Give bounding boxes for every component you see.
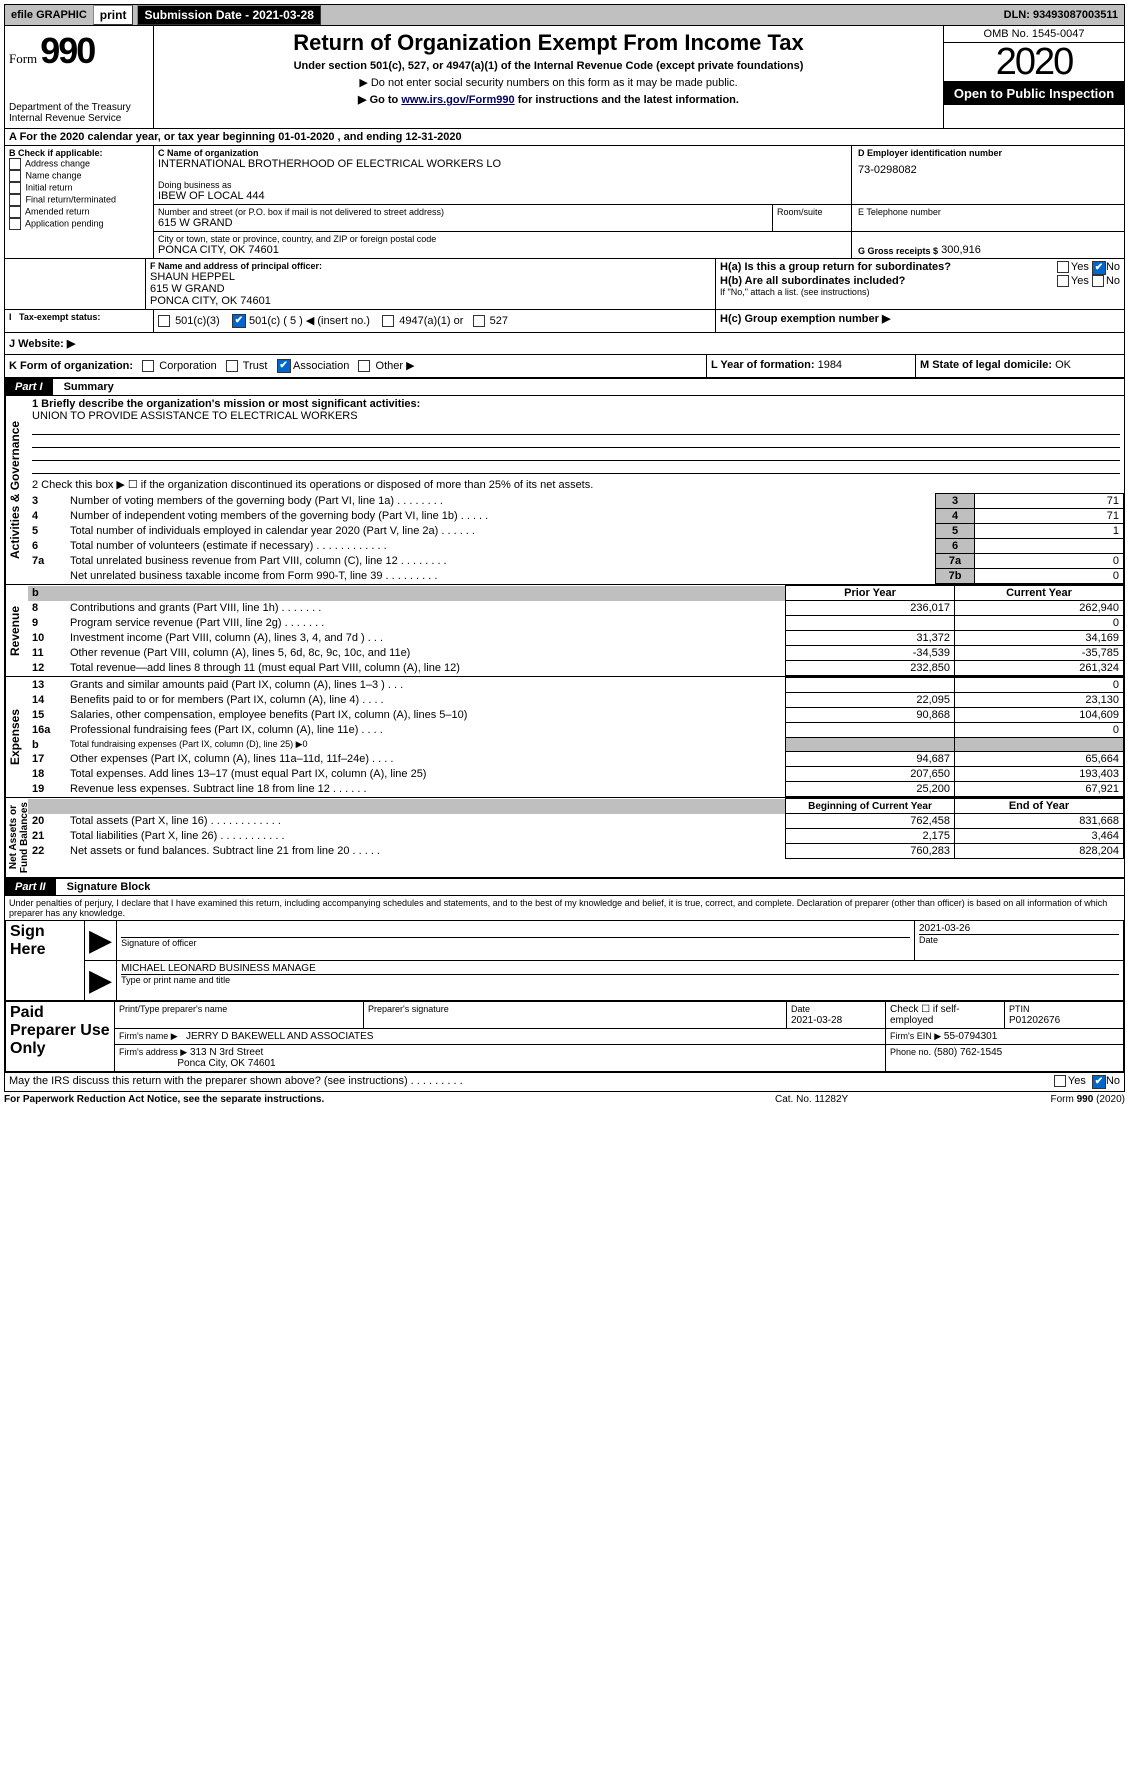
checkbox-amended-return[interactable]: Amended return (9, 206, 149, 218)
box-b: B Check if applicable: Address change Na… (5, 146, 154, 258)
dept-label: Department of the Treasury Internal Reve… (9, 102, 149, 124)
vlabel-revenue: Revenue (5, 585, 28, 676)
print-button[interactable]: print (93, 5, 134, 25)
part2-title: Signature Block (59, 881, 151, 893)
efile-label: efile GRAPHIC (5, 7, 93, 23)
box-k: K Form of organization: Corporation Trus… (5, 355, 706, 377)
submission-date-chip: Submission Date - 2021-03-28 (137, 5, 320, 25)
city: PONCA CITY, OK 74601 (158, 244, 847, 256)
irs-link[interactable]: www.irs.gov/Form990 (401, 94, 514, 106)
ha-no[interactable]: ✔ (1092, 261, 1106, 275)
hb-no[interactable] (1092, 275, 1104, 287)
sign-block: Sign Here ▶ Signature of officer 2021-03… (5, 920, 1124, 1001)
top-toolbar: efile GRAPHIC print Submission Date - 20… (4, 4, 1125, 26)
box-f: F Name and address of principal officer:… (146, 259, 716, 309)
part1-header: Part I (5, 379, 53, 395)
ssn-note: ▶ Do not enter social security numbers o… (158, 76, 939, 89)
revenue-table: bPrior YearCurrent Year8Contributions an… (28, 585, 1124, 676)
mission-text: UNION TO PROVIDE ASSISTANCE TO ELECTRICA… (32, 410, 358, 422)
org-name: INTERNATIONAL BROTHERHOOD OF ELECTRICAL … (158, 158, 847, 170)
netassets-table: Beginning of Current YearEnd of Year20To… (28, 798, 1124, 859)
dln-label: DLN: 93493087003511 (998, 7, 1124, 23)
form-header: Form 990 Department of the Treasury Inte… (5, 26, 1124, 129)
checkbox-initial-return[interactable]: Initial return (9, 182, 149, 194)
paid-preparer-block: Paid Preparer Use Only Print/Type prepar… (5, 1001, 1124, 1072)
phone: (580) 762-1545 (934, 1047, 1002, 1058)
open-inspection: Open to Public Inspection (944, 82, 1124, 105)
tax-exempt-options: 501(c)(3) ✔ 501(c) ( 5 ) ◀ (insert no.) … (154, 310, 715, 332)
vlabel-expenses: Expenses (5, 677, 28, 797)
part1-title: Summary (56, 381, 114, 393)
perjury-text: Under penalties of perjury, I declare th… (5, 896, 1124, 920)
footer-right: Form 990 (2020) (975, 1094, 1125, 1105)
discuss-yes[interactable] (1054, 1075, 1066, 1087)
goto-note: ▶ Go to www.irs.gov/Form990 for instruct… (158, 93, 939, 106)
expenses-table: 13Grants and similar amounts paid (Part … (28, 677, 1124, 797)
officer-name: MICHAEL LEONARD BUSINESS MANAGE (121, 963, 1119, 975)
checkbox-address-change[interactable]: Address change (9, 158, 149, 170)
vlabel-governance: Activities & Governance (5, 396, 28, 584)
checkbox-application-pending[interactable]: Application pending (9, 218, 149, 230)
part2-header: Part II (5, 879, 56, 895)
entity-block: B Check if applicable: Address change Na… (5, 146, 1124, 259)
form-number: 990 (40, 30, 94, 71)
website-label: J Website: ▶ (5, 333, 79, 354)
vlabel-netassets: Net Assets or Fund Balances (5, 798, 28, 877)
firm-ein: 55-0794301 (944, 1031, 997, 1042)
form-label: Form (9, 51, 37, 66)
tax-year: 2020 (944, 43, 1124, 82)
domicile: OK (1055, 359, 1071, 371)
ein: 73-0298082 (858, 164, 1118, 176)
discuss-no[interactable]: ✔ (1092, 1075, 1106, 1089)
hb-yes[interactable] (1057, 275, 1069, 287)
street: 615 W GRAND (158, 217, 768, 229)
c5-checked[interactable]: ✔ (232, 314, 246, 328)
period-row: A For the 2020 calendar year, or tax yea… (5, 129, 1124, 146)
governance-table: 3Number of voting members of the governi… (28, 493, 1124, 584)
gross-receipts: 300,916 (941, 244, 981, 256)
footer-mid: Cat. No. 11282Y (775, 1094, 975, 1105)
tax-exempt-label: I Tax-exempt status: (5, 310, 154, 332)
firm-name: JERRY D BAKEWELL AND ASSOCIATES (186, 1031, 373, 1042)
dba-name: IBEW OF LOCAL 444 (158, 190, 847, 202)
ha-yes[interactable] (1057, 261, 1069, 273)
checkbox-final-return-terminated[interactable]: Final return/terminated (9, 194, 149, 206)
box-h: H(a) Is this a group return for subordin… (716, 259, 1124, 309)
checkbox-name-change[interactable]: Name change (9, 170, 149, 182)
subtitle: Under section 501(c), 527, or 4947(a)(1)… (158, 60, 939, 72)
ptin: P01202676 (1009, 1015, 1060, 1026)
year-formation: 1984 (818, 359, 842, 371)
main-title: Return of Organization Exempt From Incom… (158, 30, 939, 56)
footer-left: For Paperwork Reduction Act Notice, see … (4, 1094, 775, 1105)
